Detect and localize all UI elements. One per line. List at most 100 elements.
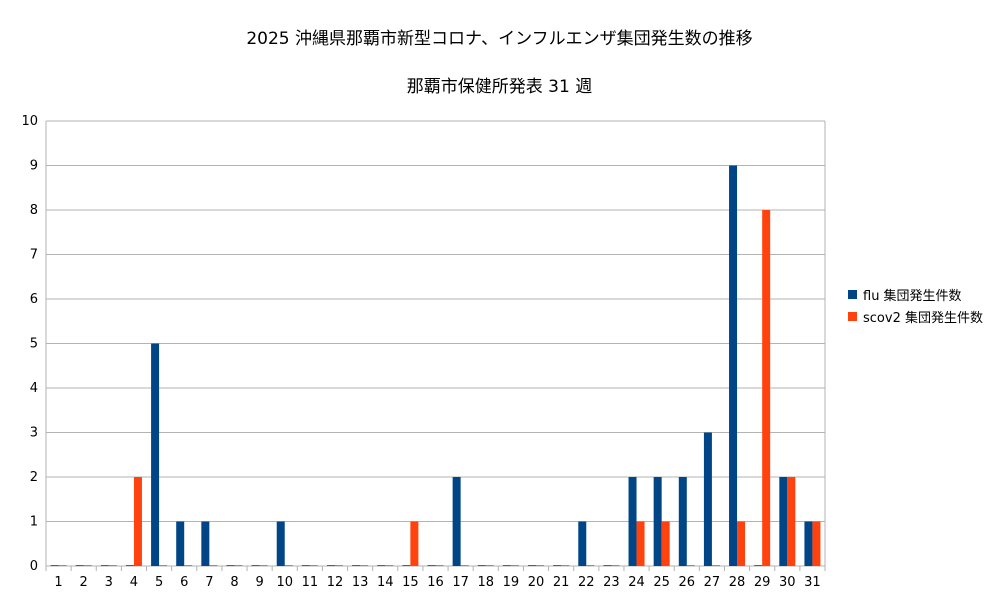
y-tick-label: 3 — [30, 426, 38, 441]
bar-flu — [402, 565, 411, 566]
x-tick-label: 3 — [105, 575, 113, 590]
legend-label-scov2: scov2 集団発生件数 — [863, 310, 983, 326]
x-tick-label: 17 — [452, 575, 469, 590]
bar-flu — [125, 565, 134, 566]
bar-flu — [779, 477, 788, 566]
x-tick-label: 13 — [352, 575, 369, 590]
legend-swatch-flu — [848, 289, 857, 299]
bar-scov2 — [510, 565, 519, 566]
bar-flu — [326, 565, 335, 566]
bar-scov2 — [360, 565, 369, 566]
bar-flu — [301, 565, 310, 566]
y-tick-label: 5 — [30, 337, 38, 352]
y-tick-label: 4 — [30, 381, 38, 396]
bar-flu — [176, 521, 185, 566]
bar-scov2 — [385, 565, 394, 566]
x-tick-label: 31 — [804, 575, 821, 590]
x-tick-label: 1 — [54, 575, 62, 590]
legend-label-flu: flu 集団発生件数 — [863, 288, 962, 304]
bar-scov2 — [410, 521, 419, 566]
bar-flu — [151, 343, 160, 566]
y-tick-label: 6 — [30, 292, 38, 307]
bar-flu — [377, 565, 386, 566]
x-tick-label: 9 — [255, 575, 263, 590]
bar-scov2 — [259, 565, 268, 566]
x-tick-label: 20 — [528, 575, 545, 590]
bar-flu — [628, 477, 637, 566]
bar-scov2 — [334, 565, 343, 566]
bar-scov2 — [812, 521, 821, 566]
bar-flu — [75, 565, 84, 566]
x-tick-label: 8 — [230, 575, 238, 590]
bar-flu — [477, 565, 486, 566]
bar-flu — [201, 521, 210, 566]
bar-flu — [226, 565, 235, 566]
bar-scov2 — [309, 565, 318, 566]
bar-scov2 — [209, 565, 218, 566]
bar-scov2 — [460, 565, 469, 566]
x-tick-label: 7 — [205, 575, 213, 590]
x-tick-label: 16 — [427, 575, 444, 590]
x-tick-label: 4 — [130, 575, 138, 590]
bar-scov2 — [234, 565, 243, 566]
chart-title: 2025 沖縄県那覇市新型コロナ、インフルエンザ集団発生数の推移 — [246, 29, 753, 49]
bar-scov2 — [133, 477, 142, 566]
bar-flu — [754, 565, 763, 566]
y-tick-label: 8 — [30, 203, 38, 218]
x-tick-label: 19 — [503, 575, 520, 590]
bar-scov2 — [586, 565, 595, 566]
x-tick-label: 30 — [779, 575, 796, 590]
legend-item-scov2: scov2 集団発生件数 — [848, 305, 983, 327]
bar-flu — [603, 565, 612, 566]
bar-scov2 — [561, 565, 570, 566]
x-tick-label: 12 — [327, 575, 344, 590]
bar-scov2 — [159, 565, 168, 566]
bar-flu — [703, 432, 712, 566]
chart-subtitle: 那覇市保健所発表 31 週 — [406, 77, 593, 97]
x-tick-label: 27 — [704, 575, 721, 590]
x-tick-label: 10 — [276, 575, 293, 590]
bar-scov2 — [787, 477, 796, 566]
x-tick-label: 14 — [377, 575, 394, 590]
bar-scov2 — [686, 565, 695, 566]
legend-item-flu: flu 集団発生件数 — [848, 283, 983, 305]
y-tick-label: 2 — [30, 470, 38, 485]
bar-scov2 — [762, 210, 771, 566]
x-tick-label: 2 — [80, 575, 88, 590]
x-tick-label: 24 — [628, 575, 645, 590]
x-tick-label: 23 — [603, 575, 620, 590]
bar-flu — [578, 521, 587, 566]
x-tick-label: 26 — [679, 575, 696, 590]
x-tick-label: 21 — [553, 575, 570, 590]
x-tick-label: 25 — [653, 575, 670, 590]
bar-flu — [352, 565, 361, 566]
bar-flu — [50, 565, 59, 566]
y-tick-label: 0 — [30, 559, 38, 574]
x-tick-label: 18 — [477, 575, 494, 590]
bar-flu — [276, 521, 285, 566]
bar-scov2 — [485, 565, 494, 566]
bar-flu — [100, 565, 109, 566]
bar-scov2 — [636, 521, 645, 566]
bar-scov2 — [284, 565, 293, 566]
bar-scov2 — [536, 565, 545, 566]
y-tick-label: 1 — [30, 515, 38, 530]
y-tick-label: 9 — [30, 159, 38, 174]
bar-flu — [729, 165, 738, 566]
bar-flu — [804, 521, 813, 566]
bar-flu — [678, 477, 687, 566]
y-tick-label: 10 — [21, 114, 38, 129]
x-tick-label: 6 — [180, 575, 188, 590]
bar-flu — [553, 565, 562, 566]
bar-scov2 — [711, 565, 720, 566]
bar-scov2 — [58, 565, 67, 566]
bar-flu — [528, 565, 537, 566]
x-tick-label: 28 — [729, 575, 746, 590]
bar-flu — [452, 477, 461, 566]
legend: flu 集団発生件数 scov2 集団発生件数 — [848, 283, 983, 327]
bar-scov2 — [83, 565, 92, 566]
x-tick-label: 22 — [578, 575, 595, 590]
bar-scov2 — [435, 565, 444, 566]
bar-scov2 — [661, 521, 670, 566]
